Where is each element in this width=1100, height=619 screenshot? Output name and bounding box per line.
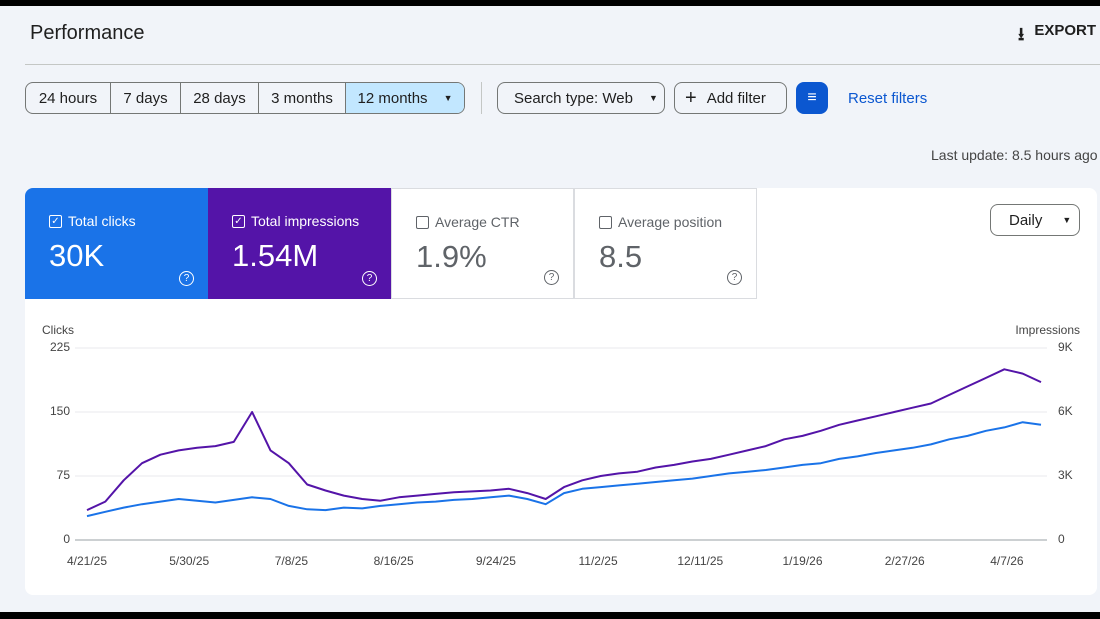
bottom-edge <box>0 612 1100 619</box>
metric-tile[interactable]: ✓ Total clicks 30K? <box>25 188 208 299</box>
export-label: EXPORT <box>1034 22 1096 39</box>
separator <box>481 82 482 114</box>
x-tick-label: 8/16/25 <box>374 554 414 568</box>
metric-label: Average position <box>618 214 723 230</box>
granularity-button[interactable]: Daily ▼ <box>990 204 1080 236</box>
top-edge <box>0 0 1100 6</box>
add-filter-label: Add filter <box>706 89 766 107</box>
export-button[interactable]: ⭳ EXPORT <box>1018 22 1096 52</box>
granularity-label: Daily <box>1009 211 1043 229</box>
y-tick-label: 150 <box>50 404 70 418</box>
x-tick-label: 5/30/25 <box>169 554 209 568</box>
y2-axis-title: Impressions <box>1015 323 1080 337</box>
metric-value: 8.5 <box>599 239 643 274</box>
metric-value: 1.54M <box>232 238 319 273</box>
divider <box>25 64 1100 65</box>
x-tick-label: 4/7/26 <box>990 554 1024 568</box>
reset-filters[interactable]: Reset filters <box>848 90 928 107</box>
y-tick-label: 0 <box>63 532 70 546</box>
range-group: 24 hours 7 days 28 days 3 months 12 mont… <box>25 82 465 114</box>
add-filter-button[interactable]: + Add filter <box>674 82 787 114</box>
last-update: Last update: 8.5 hours ago <box>931 147 1098 163</box>
range-button[interactable]: 24 hours <box>26 83 111 113</box>
x-tick-label: 7/8/25 <box>275 554 309 568</box>
filter-icon-button[interactable]: ≡ <box>796 82 828 114</box>
y-tick-label: 225 <box>50 340 70 354</box>
x-tick-label: 4/21/25 <box>67 554 107 568</box>
metric-value: 1.9% <box>416 239 487 274</box>
search-type-label: Search type: Web <box>514 89 633 107</box>
x-tick-label: 1/19/26 <box>782 554 822 568</box>
metric-label: Total clicks <box>68 213 136 229</box>
range-button[interactable]: 28 days <box>181 83 259 113</box>
y2-tick-label: 0 <box>1058 532 1065 546</box>
range-button[interactable]: 3 months <box>259 83 346 113</box>
y-tick-label: 75 <box>57 468 71 482</box>
x-tick-label: 9/24/25 <box>476 554 516 568</box>
y2-tick-label: 3K <box>1058 468 1073 482</box>
range-button-selected[interactable]: 12 months ▼ <box>346 83 464 113</box>
x-tick-label: 12/11/25 <box>677 554 723 568</box>
metric-tile[interactable]: Average position 8.5? <box>574 188 757 299</box>
metric-value: 30K <box>49 238 105 273</box>
metric-tile[interactable]: Average CTR 1.9%? <box>391 188 574 299</box>
search-type-button[interactable]: Search type: Web ▼ <box>497 82 665 114</box>
metric-tile[interactable]: ✓ Total impressions 1.54M? <box>208 188 391 299</box>
series-line <box>86 368 1042 512</box>
metric-label: Average CTR <box>435 214 520 230</box>
y2-tick-label: 6K <box>1058 404 1073 418</box>
range-label: 12 months <box>357 89 428 107</box>
metric-label: Total impressions <box>251 213 360 229</box>
y-axis-title: Clicks <box>42 323 74 337</box>
x-tick-label: 11/2/25 <box>578 554 617 568</box>
range-button[interactable]: 7 days <box>111 83 181 113</box>
page-title: Performance <box>30 22 145 44</box>
series-line <box>86 421 1042 518</box>
y2-tick-label: 9K <box>1058 340 1073 354</box>
x-tick-label: 2/27/26 <box>885 554 925 568</box>
